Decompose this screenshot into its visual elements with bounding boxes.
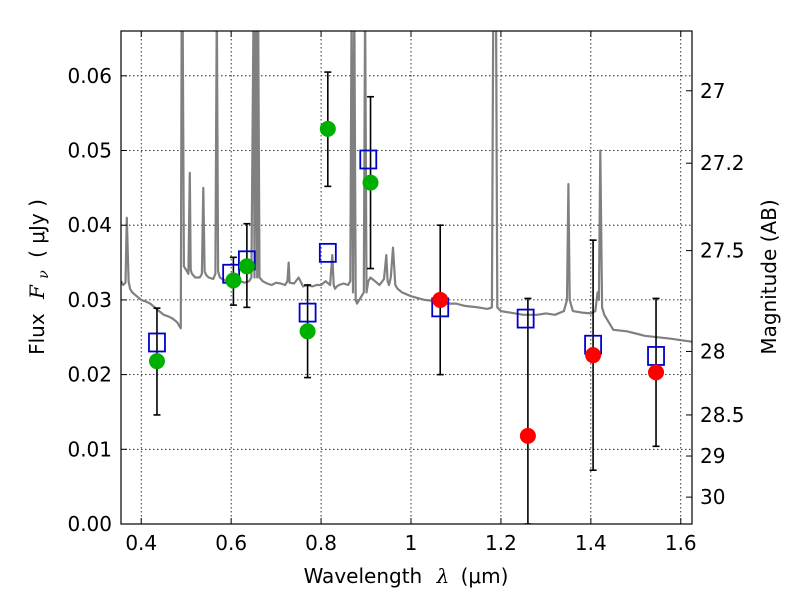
- model-square-marker: [318, 242, 337, 263]
- y2-tick-label: 27: [700, 79, 725, 103]
- y-axis-ticks: 0.00 0.01 0.02 0.03 0.04 0.05 0.06: [67, 64, 127, 536]
- y-axis-label-prefix: Flux: [25, 313, 49, 355]
- x-axis-label-prefix: Wavelength: [304, 564, 423, 588]
- data-point-circle: [585, 347, 602, 364]
- y-tick-label: 0.01: [67, 437, 112, 461]
- x-axis-label: Wavelength λ (μm): [304, 564, 509, 588]
- x-tick-label: 1.4: [575, 531, 607, 555]
- y2-tick-label: 30: [700, 485, 725, 509]
- y-tick-label: 0.06: [67, 64, 112, 88]
- data-point-circle: [299, 323, 316, 340]
- x-tick-label: 1: [405, 531, 418, 555]
- data-point-circle: [148, 353, 165, 370]
- data-point-circle: [225, 272, 242, 289]
- y-axis-label: Flux F ν ( μJy ): [25, 199, 53, 355]
- data-point-circle: [648, 364, 665, 381]
- y2-tick-label: 27.2: [700, 151, 745, 175]
- x-axis-label-symbol: λ: [436, 564, 450, 588]
- model-square-marker: [359, 149, 378, 170]
- y2-axis-label: Magnitude (AB): [757, 199, 781, 354]
- data-point-circle: [238, 258, 255, 275]
- data-point-circle: [519, 427, 536, 444]
- x-axis-ticks: 0.4 0.6 0.8 1 1.2 1.4 1.6: [125, 31, 697, 555]
- y-tick-label: 0.05: [67, 139, 112, 163]
- plot-frame: [120, 30, 693, 525]
- data-point-circle: [362, 174, 379, 191]
- circle-marker-layer: [148, 120, 665, 444]
- x-axis-label-unit: (μm): [461, 564, 509, 588]
- x-tick-label: 0.8: [305, 531, 337, 555]
- y2-tick-label: 28: [700, 339, 725, 363]
- model-square-marker: [516, 308, 535, 329]
- y-axis-label-unit: ( μJy ): [25, 199, 49, 258]
- data-point-circle: [432, 291, 449, 308]
- plot-background: [121, 31, 692, 524]
- data-point-circle: [319, 120, 336, 137]
- y-tick-label: 0.04: [67, 213, 112, 237]
- y-axis-label-symbol: F: [25, 284, 49, 300]
- x-tick-label: 1.6: [665, 531, 697, 555]
- y-axis-label-subscript: ν: [36, 270, 52, 279]
- x-tick-label: 1.2: [485, 531, 517, 555]
- y2-axis-ticks: 27 27.2 27.5 28 28.5 29 30: [686, 79, 745, 509]
- y2-tick-label: 28.5: [700, 403, 745, 427]
- y-tick-label: 0.03: [67, 288, 112, 312]
- model-square-marker: [148, 332, 166, 353]
- x-tick-label: 0.4: [125, 531, 157, 555]
- model-square-marker: [298, 302, 317, 323]
- y-tick-label: 0.02: [67, 363, 112, 387]
- y2-tick-label: 29: [700, 444, 725, 468]
- x-tick-label: 0.6: [215, 531, 247, 555]
- y2-tick-label: 27.5: [700, 239, 745, 263]
- y-tick-label: 0.00: [67, 512, 112, 536]
